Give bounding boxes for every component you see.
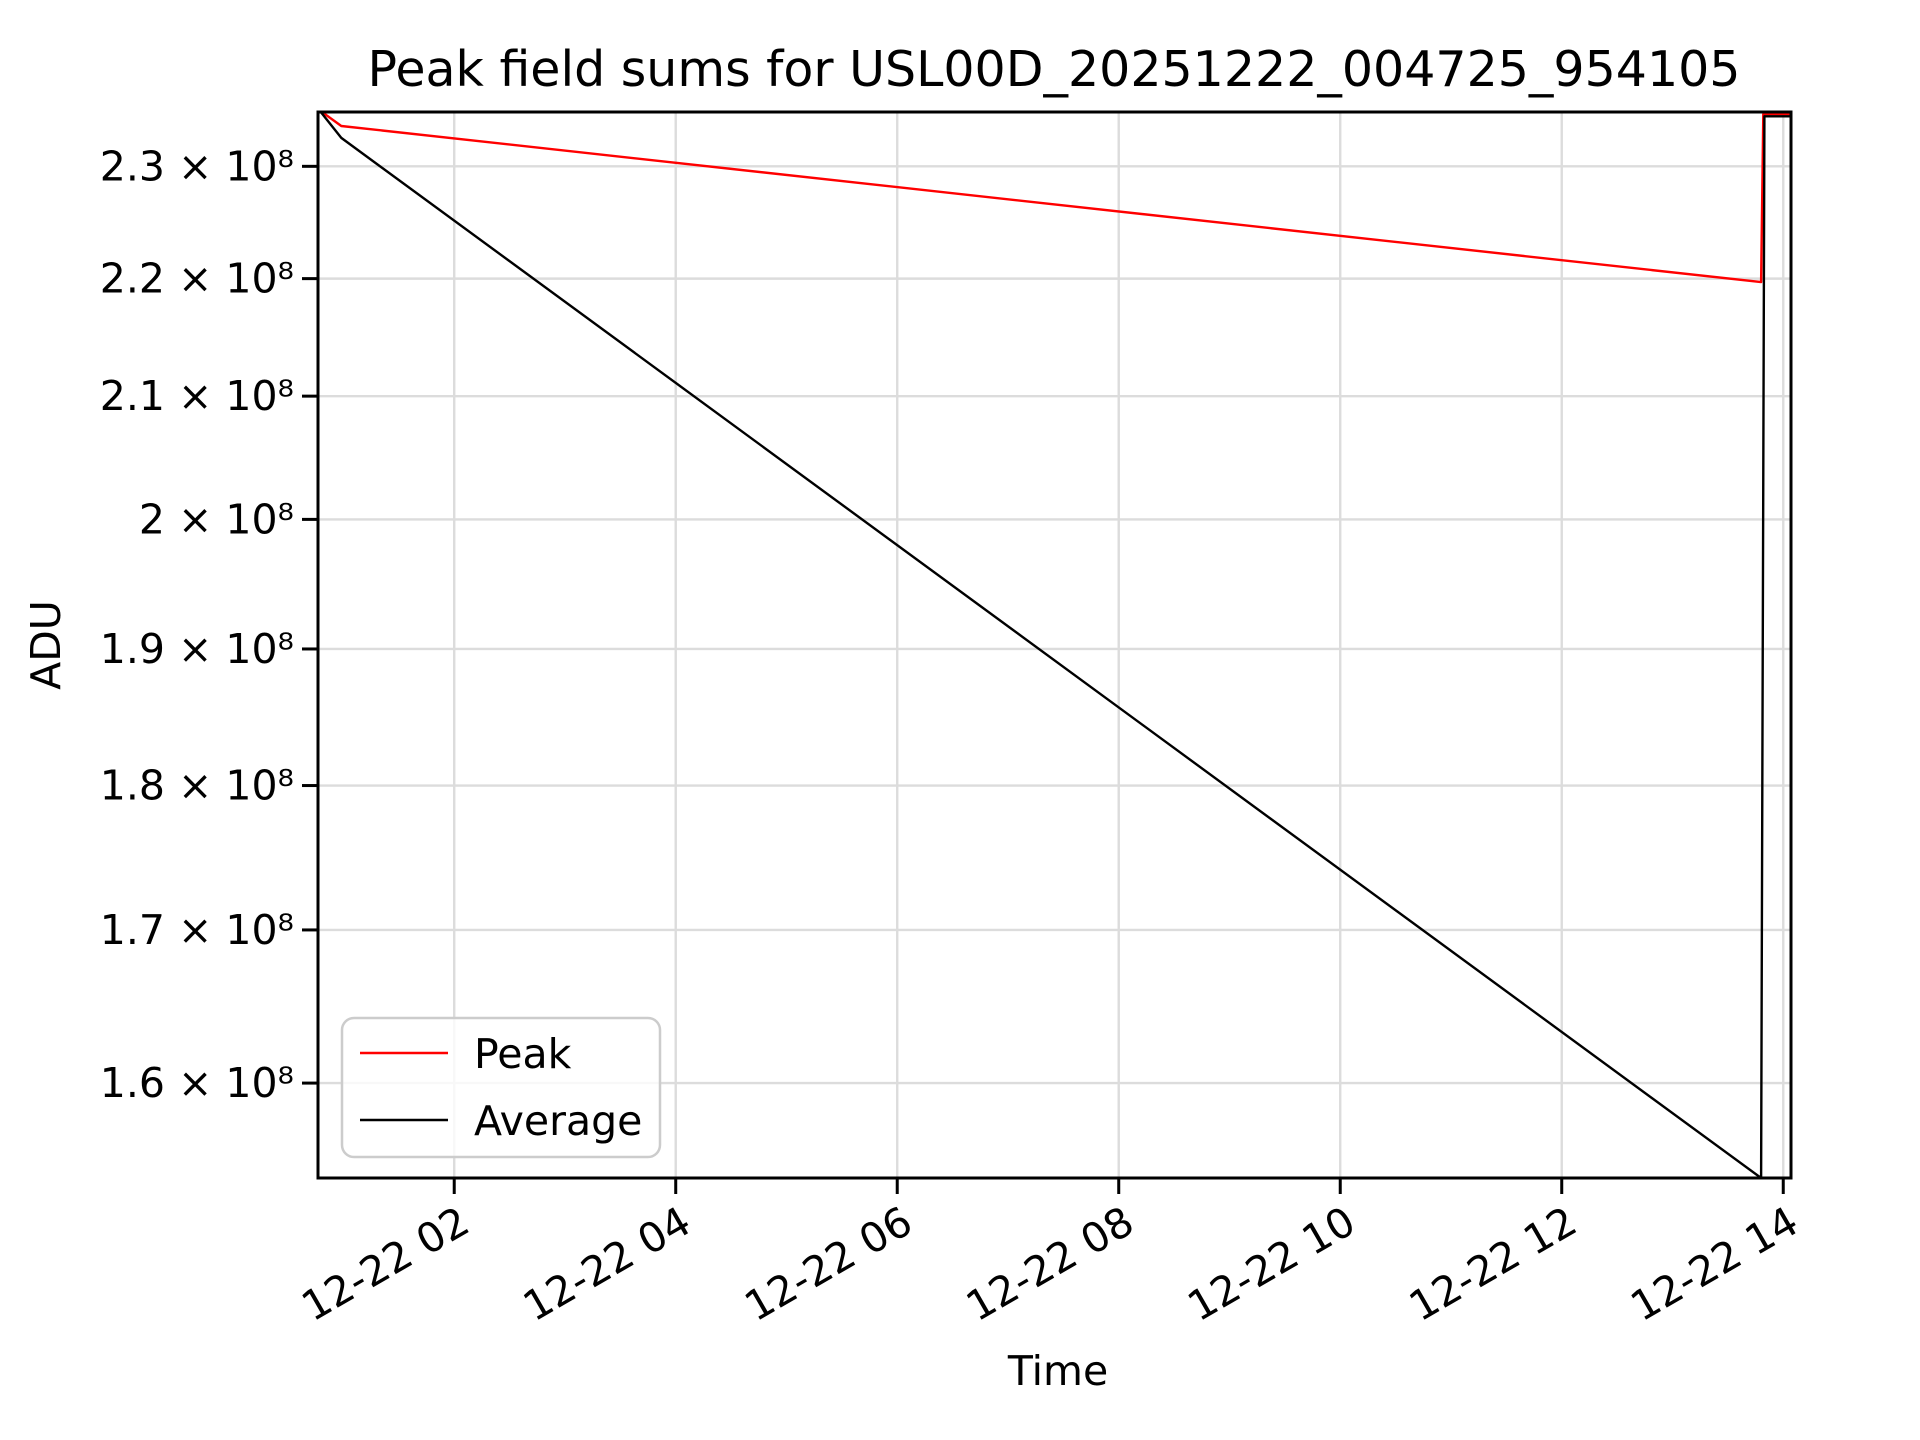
y-tick-label: 2.3 × 10⁸ [100, 142, 294, 190]
y-tick-label: 2.2 × 10⁸ [100, 255, 294, 303]
y-tick-label: 2.1 × 10⁸ [100, 372, 294, 420]
peak-line [319, 112, 1791, 284]
x-tick-label: 12-22 10 [1180, 1197, 1364, 1331]
legend-box: Peak Average [340, 1016, 662, 1159]
x-tick-label: 12-22 02 [294, 1197, 478, 1331]
x-axis-label: Time [1007, 1347, 1108, 1395]
y-axis-label: ADU [22, 600, 70, 690]
x-tick-label: 12-22 08 [958, 1197, 1142, 1331]
chart-title: Peak field sums for USL00D_20251222_0047… [368, 41, 1741, 98]
y-tick-label: 1.6 × 10⁸ [100, 1059, 294, 1107]
average-line [319, 112, 1791, 1178]
x-tick-label: 12-22 04 [515, 1197, 699, 1331]
grid-layer [318, 112, 1791, 1178]
x-tick-label: 12-22 12 [1401, 1197, 1585, 1331]
legend-peak-label: Peak [474, 1030, 572, 1078]
legend-average-label: Average [474, 1097, 642, 1145]
x-tick-label: 12-22 14 [1623, 1197, 1807, 1331]
y-tick-label: 1.9 × 10⁸ [100, 625, 294, 673]
plot-area [318, 112, 1791, 1178]
x-tick-label: 12-22 06 [737, 1197, 921, 1331]
y-tick-label: 2 × 10⁸ [139, 495, 294, 543]
axes-frame [316, 110, 1793, 1180]
y-tick-label: 1.8 × 10⁸ [100, 762, 294, 810]
data-layer [319, 112, 1791, 1178]
y-tick-label: 1.7 × 10⁸ [100, 906, 294, 954]
